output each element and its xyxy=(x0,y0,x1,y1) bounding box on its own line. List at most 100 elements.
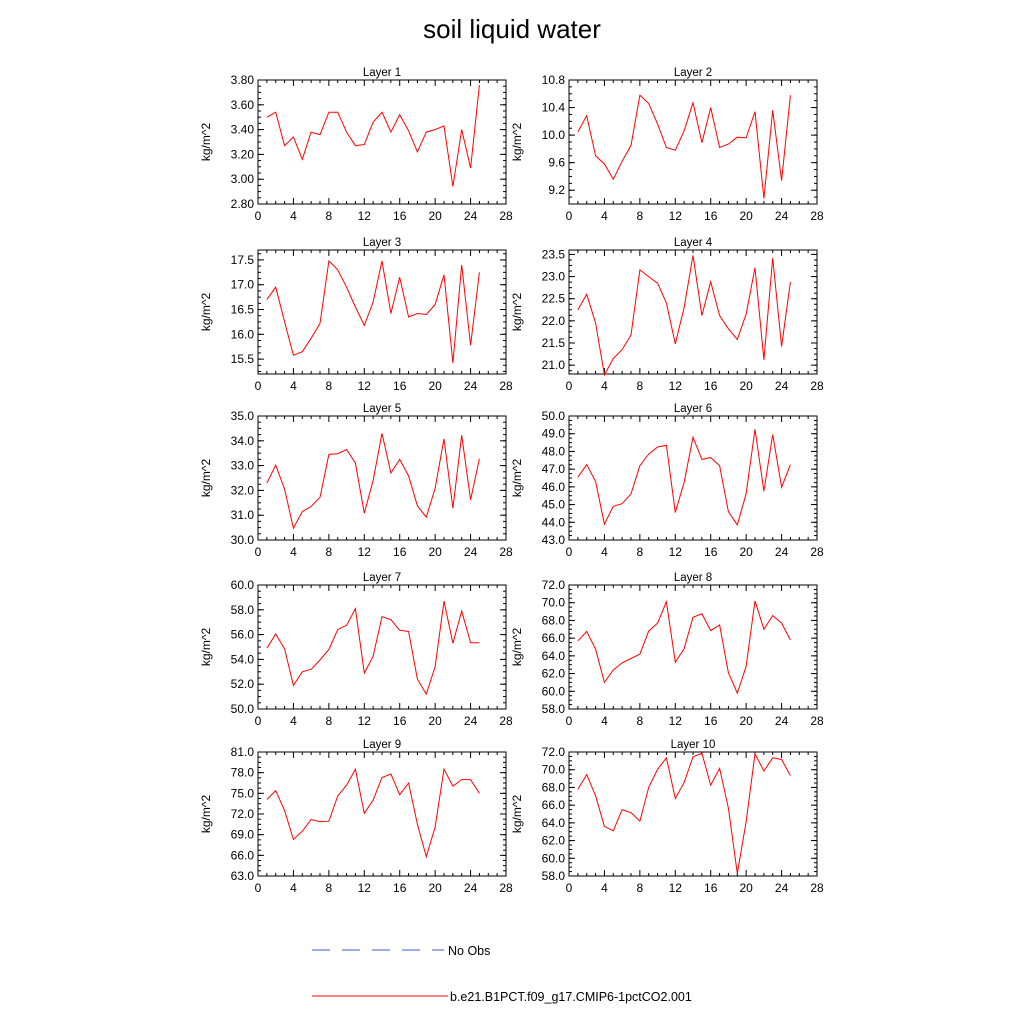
y-tick-label: 64.0 xyxy=(542,649,566,663)
x-tick-label: 8 xyxy=(637,545,644,559)
y-tick-label: 66.0 xyxy=(542,631,566,645)
x-tick-label: 28 xyxy=(499,545,513,559)
y-axis-label: kg/m^2 xyxy=(510,628,524,667)
x-tick-label: 24 xyxy=(464,545,478,559)
x-tick-label: 20 xyxy=(428,881,442,895)
y-tick-label: 22.5 xyxy=(542,292,566,306)
y-tick-label: 60.0 xyxy=(542,851,566,865)
x-tick-label: 28 xyxy=(499,379,513,393)
y-tick-label: 62.0 xyxy=(542,667,566,681)
x-tick-label: 12 xyxy=(669,379,683,393)
x-tick-label: 24 xyxy=(464,209,478,223)
x-tick-label: 8 xyxy=(326,209,333,223)
x-tick-label: 28 xyxy=(499,881,513,895)
y-tick-label: 2.80 xyxy=(231,197,255,211)
x-tick-label: 16 xyxy=(393,545,407,559)
y-tick-label: 72.0 xyxy=(542,578,566,592)
y-tick-label: 3.80 xyxy=(231,73,255,87)
x-tick-label: 8 xyxy=(637,881,644,895)
series-line xyxy=(577,255,791,377)
y-tick-label: 58.0 xyxy=(542,702,566,716)
subplot-2: Layer 2 0 4 8 12 16 20 24 28 9.2 9.6 10.0 10.4 10.8 kg… xyxy=(510,67,824,223)
x-tick-label: 4 xyxy=(290,379,297,393)
x-tick-label: 0 xyxy=(566,379,573,393)
x-tick-label: 16 xyxy=(393,881,407,895)
x-tick-label: 4 xyxy=(290,545,297,559)
x-tick-label: 4 xyxy=(601,545,608,559)
x-tick-label: 16 xyxy=(704,714,718,728)
subplot-title: Layer 6 xyxy=(674,403,712,415)
y-tick-label: 9.2 xyxy=(548,183,565,197)
series-line xyxy=(577,599,791,695)
x-tick-label: 24 xyxy=(775,209,789,223)
y-axis-label: kg/m^2 xyxy=(510,459,524,498)
y-tick-label: 3.00 xyxy=(231,172,255,186)
y-tick-label: 68.0 xyxy=(542,613,566,627)
subplot-title: Layer 7 xyxy=(363,572,401,584)
y-tick-label: 75.0 xyxy=(231,786,255,800)
x-tick-label: 8 xyxy=(637,714,644,728)
x-tick-label: 8 xyxy=(326,379,333,393)
y-tick-label: 35.0 xyxy=(231,409,255,423)
x-tick-label: 24 xyxy=(775,881,789,895)
x-tick-label: 16 xyxy=(704,209,718,223)
x-tick-label: 0 xyxy=(566,545,573,559)
y-tick-label: 21.5 xyxy=(542,336,566,350)
x-tick-label: 20 xyxy=(428,545,442,559)
y-tick-label: 50.0 xyxy=(542,409,566,423)
x-tick-label: 12 xyxy=(669,714,683,728)
x-tick-label: 28 xyxy=(810,209,824,223)
x-tick-label: 16 xyxy=(704,881,718,895)
y-tick-label: 3.60 xyxy=(231,98,255,112)
subplot-5: Layer 5 0 4 8 12 16 20 24 28 30.0 31.0 32.0 33.0 34.0… xyxy=(199,403,513,559)
y-axis-label: kg/m^2 xyxy=(199,628,213,667)
y-tick-label: 16.5 xyxy=(231,303,255,317)
y-axis-label: kg/m^2 xyxy=(199,293,213,332)
y-tick-label: 58.0 xyxy=(231,603,255,617)
y-tick-label: 44.0 xyxy=(542,515,566,529)
x-tick-label: 4 xyxy=(601,881,608,895)
subplot-title: Layer 2 xyxy=(674,67,712,79)
y-tick-label: 60.0 xyxy=(231,578,255,592)
x-tick-label: 8 xyxy=(637,209,644,223)
y-tick-label: 17.0 xyxy=(231,278,255,292)
x-tick-label: 28 xyxy=(810,545,824,559)
y-tick-label: 43.0 xyxy=(542,533,566,547)
x-tick-label: 28 xyxy=(810,379,824,393)
x-tick-label: 8 xyxy=(326,881,333,895)
plot-frame xyxy=(568,751,818,877)
y-tick-label: 21.0 xyxy=(542,358,566,372)
y-tick-label: 30.0 xyxy=(231,533,255,547)
y-tick-label: 63.0 xyxy=(231,869,255,883)
x-tick-label: 8 xyxy=(637,379,644,393)
y-tick-label: 3.20 xyxy=(231,147,255,161)
y-axis-label: kg/m^2 xyxy=(510,123,524,162)
x-tick-label: 24 xyxy=(775,714,789,728)
x-tick-label: 8 xyxy=(326,714,333,728)
y-tick-label: 33.0 xyxy=(231,459,255,473)
y-axis-label: kg/m^2 xyxy=(510,293,524,332)
y-tick-label: 64.0 xyxy=(542,816,566,830)
y-tick-label: 50.0 xyxy=(231,702,255,716)
subplot-8: Layer 8 0 4 8 12 16 20 24 28 58.0 60.0 62.0 64.0 66.0… xyxy=(510,572,824,728)
y-tick-label: 68.0 xyxy=(542,780,566,794)
y-tick-label: 70.0 xyxy=(542,763,566,777)
y-tick-label: 52.0 xyxy=(231,677,255,691)
series-line xyxy=(266,259,480,364)
x-tick-label: 12 xyxy=(358,545,372,559)
subplot-4: Layer 4 0 4 8 12 16 20 24 28 21.0 21.5 22.0 22.5 23.0… xyxy=(510,237,824,393)
y-tick-label: 15.5 xyxy=(231,352,255,366)
plot-frame xyxy=(568,584,818,710)
y-tick-label: 9.6 xyxy=(548,156,565,170)
x-tick-label: 0 xyxy=(255,881,262,895)
y-axis-label: kg/m^2 xyxy=(199,459,213,498)
subplot-6: Layer 6 0 4 8 12 16 20 24 28 43.0 44.0 45.0 46.0 47.0… xyxy=(510,403,824,559)
subplot-1: Layer 1 0 4 8 12 16 20 24 28 2.80 3.00 3.20 3.40 3.60… xyxy=(199,67,513,223)
x-tick-label: 20 xyxy=(739,881,753,895)
x-tick-label: 16 xyxy=(704,545,718,559)
x-tick-label: 24 xyxy=(464,714,478,728)
x-tick-label: 4 xyxy=(290,881,297,895)
x-tick-label: 4 xyxy=(290,209,297,223)
y-tick-label: 46.0 xyxy=(542,480,566,494)
